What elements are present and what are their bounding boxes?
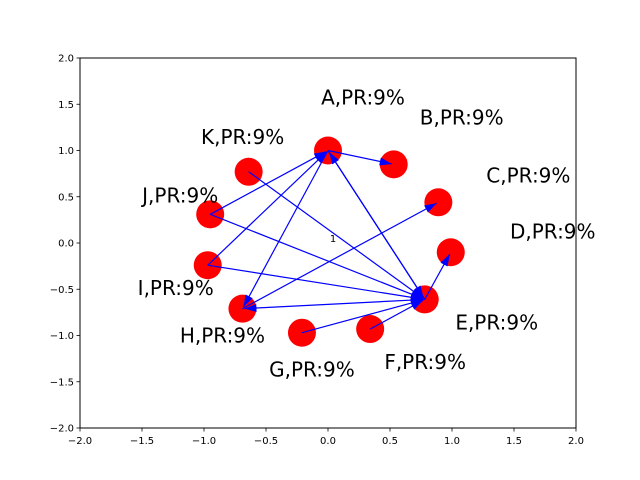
edge-E-H	[244, 298, 425, 312]
node-label-D: D,PR:9%	[510, 219, 596, 243]
arrow-head-icon	[379, 157, 392, 166]
node-B	[379, 150, 408, 179]
y-axis: −2.0 −1.5 −1.0 −0.5 0.0 0.5 1.0 1.5 2.0	[50, 54, 80, 435]
arrow-head-icon	[411, 287, 424, 299]
node-layer	[193, 136, 465, 347]
node-label-F: F,PR:9%	[384, 350, 466, 374]
x-tick-label: −1.5	[130, 436, 154, 447]
plot-frame	[79, 57, 577, 429]
y-tick-label: −0.5	[50, 285, 74, 296]
x-tick-label: −1.0	[192, 436, 216, 447]
y-tick-label: −1.0	[50, 331, 74, 342]
edge-F-E	[369, 299, 424, 330]
edge-J-A	[209, 150, 327, 215]
x-tick-label: −0.5	[254, 436, 278, 447]
edge-K-E	[248, 171, 424, 299]
y-tick-label: −1.5	[50, 377, 74, 388]
node-label-E: E,PR:9%	[455, 310, 538, 334]
node-label-H: H,PR:9%	[180, 324, 265, 348]
y-tick-label: 1.5	[58, 100, 74, 111]
node-label-A: A,PR:9%	[321, 86, 405, 110]
edge-A-H	[242, 150, 329, 308]
node-C	[424, 188, 453, 217]
x-axis: −2.0 −1.5 −1.0 −0.5 0.0 0.5 1.0 1.5 2.0	[68, 428, 584, 447]
x-tick-label: 2.0	[568, 436, 584, 447]
node-label-B: B,PR:9%	[420, 105, 504, 129]
arrow-head-icon	[244, 303, 257, 312]
label-layer: A,PR:9% B,PR:9% C,PR:9% D,PR:9% E,PR:9% F,PR:…	[138, 86, 596, 382]
arrow-head-icon	[424, 203, 437, 213]
y-tick-label: 0.5	[58, 192, 74, 203]
node-label-C: C,PR:9%	[486, 163, 570, 187]
edge-A-B	[327, 149, 392, 166]
center-label: 1	[330, 234, 336, 245]
arrow-head-icon	[243, 294, 253, 307]
node-label-J: J,PR:9%	[140, 183, 218, 207]
arrow-head-icon	[313, 151, 327, 161]
x-tick-label: 0.5	[382, 436, 398, 447]
x-tick-label: 1.5	[506, 436, 522, 447]
y-tick-label: 2.0	[58, 54, 74, 65]
edge-E-A	[328, 151, 426, 300]
y-tick-label: −2.0	[50, 424, 74, 435]
y-tick-label: 1.0	[58, 146, 74, 157]
arrow-head-icon	[329, 152, 339, 165]
edge-E-D	[424, 253, 451, 300]
edge-layer	[207, 149, 451, 334]
node-label-G: G,PR:9%	[269, 358, 355, 382]
edge-H-C	[242, 202, 437, 310]
node-label-K: K,PR:9%	[201, 125, 284, 149]
x-tick-label: 1.0	[444, 436, 460, 447]
node-D	[436, 238, 465, 267]
node-label-I: I,PR:9%	[138, 276, 214, 300]
arrow-head-icon	[440, 254, 450, 267]
x-tick-label: 0.0	[320, 436, 336, 447]
y-tick-label: 0.0	[58, 239, 74, 250]
arrow-head-icon	[410, 300, 423, 310]
x-tick-label: −2.0	[68, 436, 92, 447]
